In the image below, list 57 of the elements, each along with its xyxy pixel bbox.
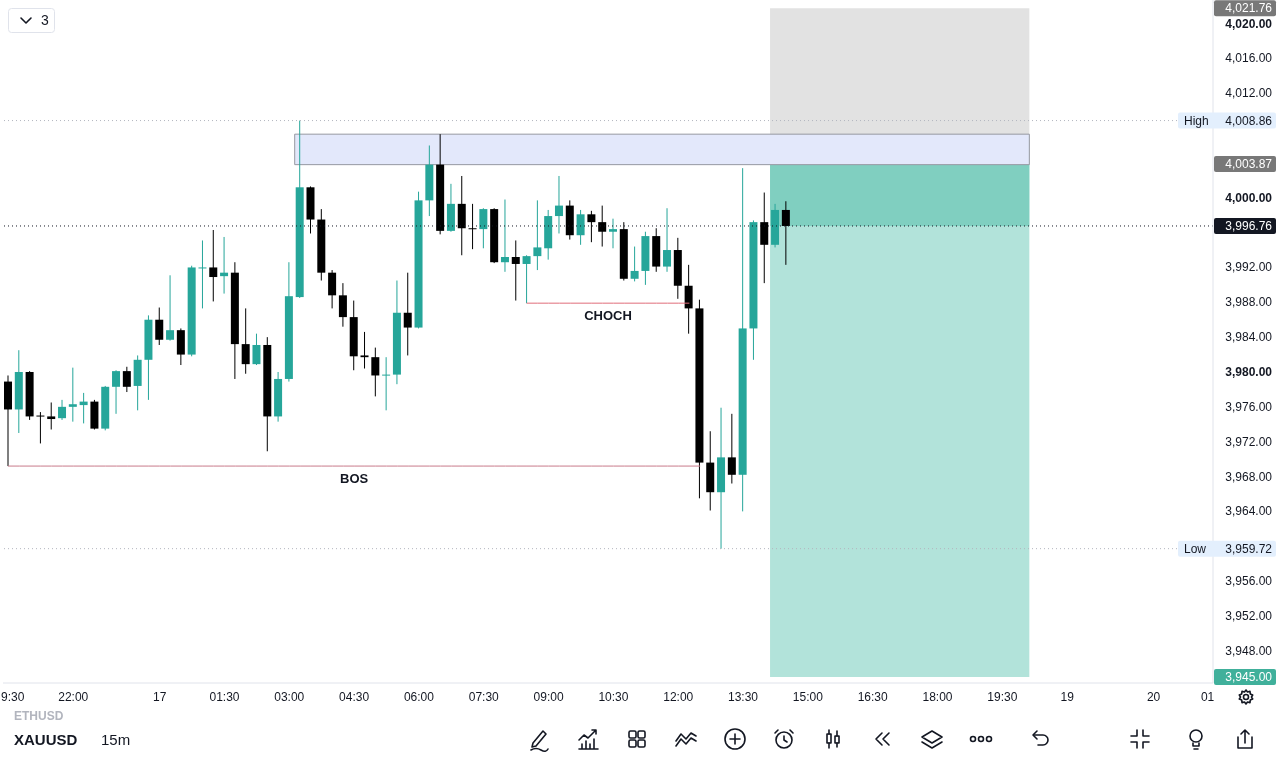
y-tick-label: 4,003.87 <box>1225 157 1273 172</box>
x-tick-label: 01:30 <box>209 690 240 704</box>
y-tick-label: 3,976.00 <box>1225 399 1273 414</box>
text: XAUUSD <box>14 731 78 748</box>
x-tick-label: 19:30 <box>987 690 1018 704</box>
series-label: CHOCH <box>584 308 632 324</box>
x-tick-label: 04:30 <box>339 690 370 704</box>
candlestick <box>511 240 520 301</box>
x-tick-label: 9:30 <box>1 690 25 704</box>
series-label: BOS <box>340 471 369 487</box>
x-tick-label: 20 <box>1146 690 1161 704</box>
y-tick-label: 3,964.00 <box>1225 504 1273 519</box>
ref-line-label: High <box>1184 113 1209 128</box>
y-tick-label: 4,020.00 <box>1225 16 1273 31</box>
y-tick-label: 3,945.00 <box>1225 669 1273 684</box>
y-tick-label: 3,968.00 <box>1225 469 1273 484</box>
y-tick-label: 4,016.00 <box>1225 51 1273 66</box>
text: ETHUSD <box>14 709 64 723</box>
y-tick-label: 3,984.00 <box>1225 330 1273 345</box>
y-tick-label: 4,000.00 <box>1225 190 1273 205</box>
y-tick-label: 3,992.00 <box>1225 260 1273 275</box>
candlestick <box>36 412 45 444</box>
x-tick-label: 13:30 <box>728 690 759 704</box>
candlestick <box>468 203 477 250</box>
x-tick-label: 03:00 <box>274 690 305 704</box>
candlestick <box>198 240 207 309</box>
text: 15m <box>101 731 131 748</box>
x-tick-label: 06:00 <box>403 690 435 704</box>
candlestick <box>500 199 509 272</box>
x-tick-label: 10:30 <box>598 690 629 704</box>
y-tick-label: 3,956.00 <box>1225 574 1273 589</box>
x-tick-label: 18:00 <box>922 690 953 704</box>
y-tick-label: 4,021.76 <box>1225 1 1273 16</box>
y-tick-label: 4,012.00 <box>1225 86 1273 101</box>
y-tick-label: 3,996.76 <box>1225 218 1273 233</box>
candlestick <box>360 331 369 369</box>
x-tick-label: 01 <box>1200 690 1215 704</box>
candlestick <box>382 357 391 411</box>
ref-line-label: Low <box>1184 541 1207 556</box>
dropdown-button: 3 <box>8 8 55 33</box>
y-tick-label: 3,980.00 <box>1225 364 1273 379</box>
x-tick-label: 07:30 <box>468 690 500 704</box>
x-tick-label: 15:00 <box>792 690 824 704</box>
y-tick-label: 3,959.72 <box>1225 541 1273 556</box>
x-tick-label: 17 <box>152 690 167 704</box>
annotation: 3 <box>41 12 49 28</box>
x-tick-label: 12:00 <box>663 690 694 704</box>
x-tick-label: 16:30 <box>857 690 889 704</box>
y-tick-label: 3,948.00 <box>1225 643 1273 658</box>
y-tick-label: 3,972.00 <box>1225 434 1273 449</box>
x-tick-label: 22:00 <box>58 690 89 704</box>
x-tick-label: 19 <box>1060 690 1075 704</box>
y-tick-label: 4,008.86 <box>1225 113 1273 128</box>
candlestick <box>68 367 77 422</box>
x-tick-label: 09:00 <box>533 690 564 704</box>
y-tick-label: 3,952.00 <box>1225 608 1273 623</box>
y-tick-label: 3,988.00 <box>1225 295 1273 310</box>
